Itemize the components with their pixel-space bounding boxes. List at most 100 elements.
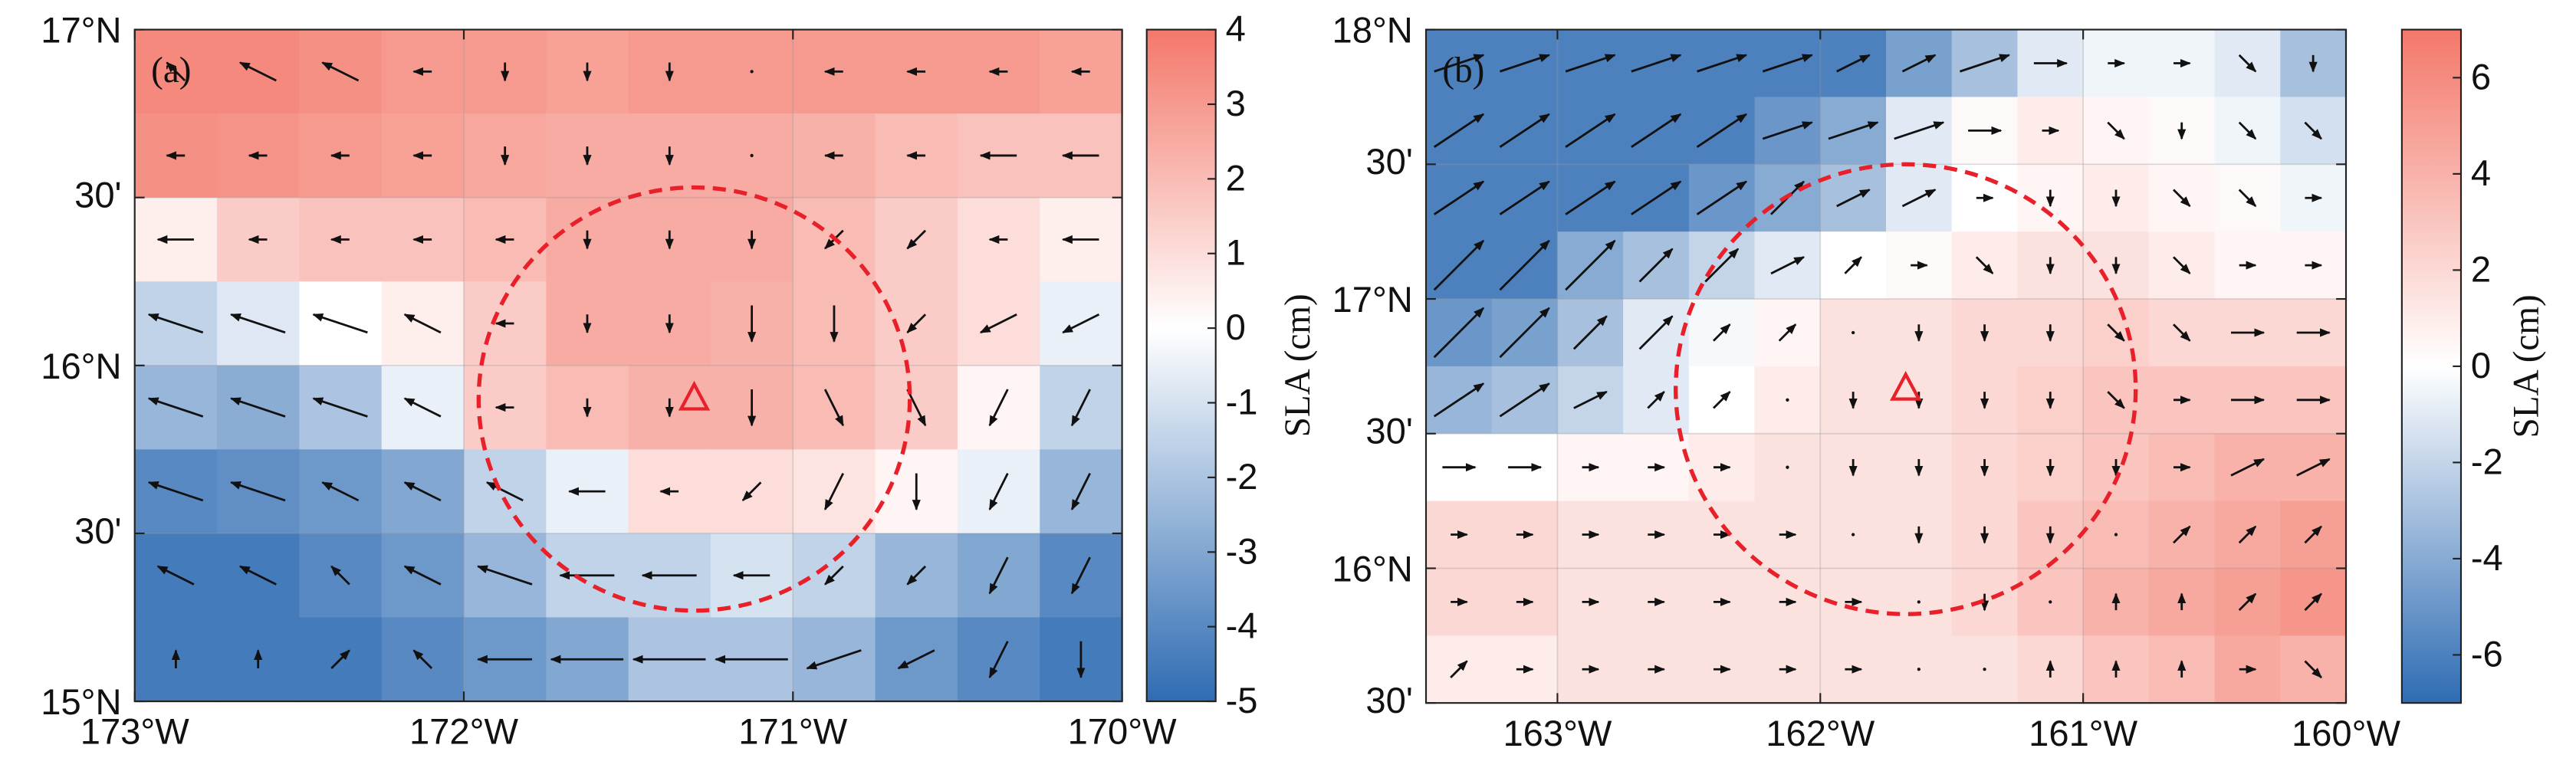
current-vector: [2107, 391, 2125, 409]
current-vector: [1696, 180, 1748, 215]
current-vector: [2238, 54, 2257, 73]
current-vector: [1434, 54, 1485, 73]
y-tick-label: 16°N: [41, 346, 121, 386]
current-vector: [1852, 533, 1855, 537]
current-vector: [988, 556, 1009, 595]
colorbar-tick-label: 6: [2471, 56, 2491, 97]
current-vector: [1836, 189, 1871, 208]
x-tick-label: 173°W: [80, 711, 189, 752]
current-vector: [2304, 592, 2322, 612]
colorbar-label: SLA (cm): [1278, 294, 1318, 437]
current-vector: [1983, 668, 1986, 671]
current-vector: [1917, 668, 1921, 671]
current-vector: [403, 565, 442, 586]
y-tick-label: 16°N: [1332, 549, 1413, 589]
current-vector: [1499, 54, 1551, 73]
current-vector: [1901, 54, 1937, 73]
current-vector: [1433, 113, 1485, 148]
current-vector: [1499, 113, 1550, 148]
colorbar-tick-label: 0: [1226, 307, 1246, 347]
current-vector: [2296, 458, 2331, 477]
current-vector: [906, 565, 927, 586]
current-vector: [1565, 113, 1616, 148]
current-vector: [1565, 54, 1616, 73]
current-vector: [1070, 389, 1091, 427]
colorbar-tick-label: 3: [1226, 83, 1246, 123]
eddy-center: [1889, 370, 1922, 401]
x-tick-label: 172°W: [409, 711, 518, 752]
current-vector: [238, 61, 277, 82]
current-vector: [312, 313, 368, 334]
current-vector: [330, 565, 350, 586]
panel-label: (a): [151, 51, 191, 90]
current-vector: [147, 481, 204, 502]
colorbar-tick-label: -3: [1226, 530, 1258, 571]
current-vector: [906, 389, 927, 427]
current-vector: [1631, 54, 1682, 73]
current-vector: [897, 649, 935, 670]
current-vector: [806, 649, 862, 670]
current-vector: [476, 565, 533, 586]
current-vector: [1499, 382, 1550, 418]
colorbar-tick-label: 4: [1226, 8, 1246, 49]
current-vector: [230, 481, 286, 502]
current-vector: [988, 389, 1009, 427]
colorbar-tick-label: 0: [2471, 345, 2491, 386]
current-vector: [2304, 660, 2322, 678]
colorbar-tick-label: -1: [1226, 382, 1258, 422]
current-vector: [321, 61, 360, 82]
current-vector: [1975, 256, 1994, 274]
current-vector: [1852, 330, 1855, 335]
current-vector: [741, 481, 762, 501]
y-tick-label: 18°N: [1332, 10, 1413, 51]
current-vector: [2173, 525, 2191, 544]
current-vector: [1433, 180, 1485, 215]
x-tick-label: 163°W: [1503, 713, 1612, 753]
plot-frame: [133, 28, 1123, 703]
current-vector: [1499, 307, 1550, 359]
y-tick-label: 17°N: [41, 10, 121, 51]
current-vector: [2304, 121, 2322, 140]
colorbar-tick-label: -5: [1226, 680, 1258, 720]
colorbar: [1145, 28, 1217, 703]
current-vector: [2049, 600, 2052, 604]
colorbar: [2400, 28, 2463, 704]
current-vector: [1836, 54, 1871, 73]
current-vector: [2114, 533, 2118, 537]
x-tick-label: 170°W: [1068, 711, 1177, 752]
current-vector: [166, 61, 186, 82]
current-vector: [412, 649, 433, 670]
current-vector: [1499, 239, 1550, 291]
current-vector: [1572, 315, 1608, 350]
colorbar-tick-label: 2: [1226, 157, 1246, 198]
current-vector: [1070, 556, 1091, 595]
colorbar-tick-label: -4: [2471, 537, 2503, 578]
current-vector: [1844, 256, 1862, 274]
current-vector: [1786, 465, 1789, 469]
x-tick-label: 162°W: [1766, 713, 1875, 753]
current-vector: [1433, 239, 1484, 291]
current-vector: [1450, 660, 1468, 678]
current-vector: [1697, 54, 1748, 73]
current-vector: [1565, 239, 1616, 291]
y-tick-label: 17°N: [1332, 279, 1413, 320]
colorbar-tick-label: 1: [1226, 232, 1246, 273]
current-vector: [906, 229, 927, 250]
current-vector: [1901, 189, 1937, 208]
current-vector: [2173, 323, 2191, 342]
plot-frame: [1424, 28, 2348, 704]
current-vector: [2238, 592, 2257, 612]
current-vector: [1638, 315, 1674, 350]
eddy-center: [678, 380, 711, 411]
current-vector: [1959, 54, 2011, 73]
current-vector: [823, 389, 844, 427]
current-vector: [312, 397, 368, 418]
current-vector: [1762, 121, 1813, 140]
current-vector: [2304, 525, 2322, 544]
current-vector: [1070, 472, 1091, 510]
colorbar-tick-label: -2: [1226, 456, 1258, 497]
current-vector: [1638, 248, 1674, 283]
current-vector: [2238, 121, 2257, 140]
current-vector: [1499, 180, 1550, 215]
y-tick-label: 30': [1365, 411, 1412, 451]
